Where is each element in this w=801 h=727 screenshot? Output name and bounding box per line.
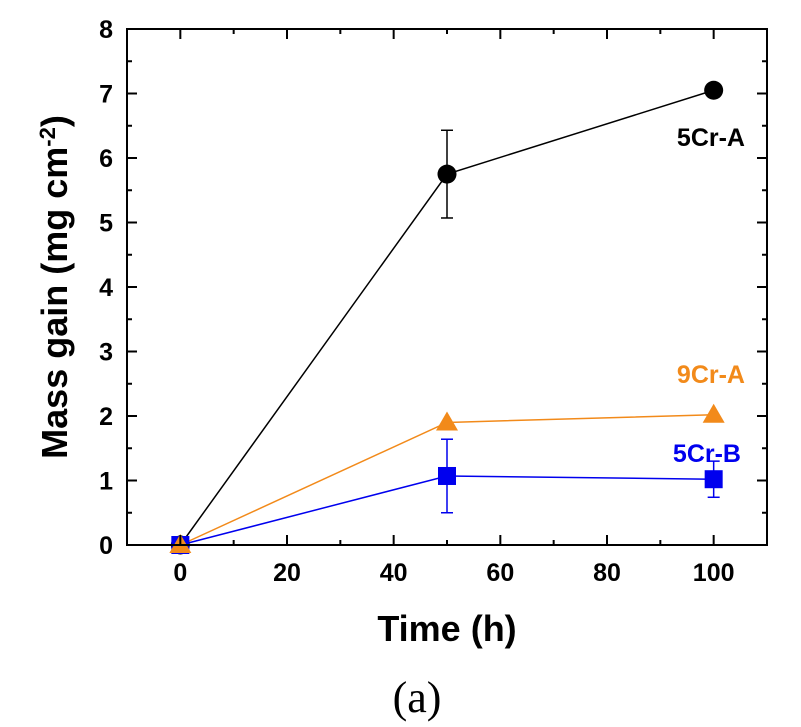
data-point-9Cr-A-50	[436, 411, 458, 431]
data-point-5Cr-A-100	[704, 80, 724, 100]
x-tick-label-100: 100	[693, 559, 735, 587]
y-tick-label-4: 4	[99, 274, 113, 302]
y-tick-label-3: 3	[99, 339, 113, 367]
y-tick-label-1: 1	[99, 468, 113, 496]
y-tick-label-7: 7	[99, 81, 113, 109]
y-tick-label-8: 8	[99, 16, 113, 44]
x-axis-title: Time (h)	[377, 608, 516, 649]
series-label-5Cr-A: 5Cr-A	[677, 124, 745, 152]
x-tick-label-80: 80	[593, 559, 621, 587]
series-label-9Cr-A: 9Cr-A	[677, 361, 745, 389]
data-point-9Cr-A-100	[702, 403, 725, 423]
x-tick-label-40: 40	[380, 559, 408, 587]
y-tick-label-6: 6	[99, 145, 113, 173]
data-point-5Cr-B-50	[438, 466, 456, 485]
y-tick-label-2: 2	[99, 403, 113, 431]
y-tick-label-5: 5	[99, 210, 113, 238]
axes: 0 20 40 60 80 100 0 1 2 3 4 5 6 7 8	[99, 16, 767, 587]
x-tick-label-60: 60	[486, 559, 514, 587]
y-tick-label-0: 0	[99, 532, 113, 560]
x-tick-label-0: 0	[173, 559, 187, 587]
data-point-5Cr-B-100	[704, 470, 723, 489]
y-axis-title: Mass gain (mg cm-2)	[34, 115, 75, 459]
figure-caption: (a)	[393, 673, 442, 722]
plot-marks: 5Cr-A 9Cr-A 5Cr-B	[169, 80, 745, 555]
data-point-5Cr-A-50	[437, 164, 457, 184]
x-tick-label-20: 20	[273, 559, 301, 587]
series-label-5Cr-B: 5Cr-B	[673, 440, 741, 468]
